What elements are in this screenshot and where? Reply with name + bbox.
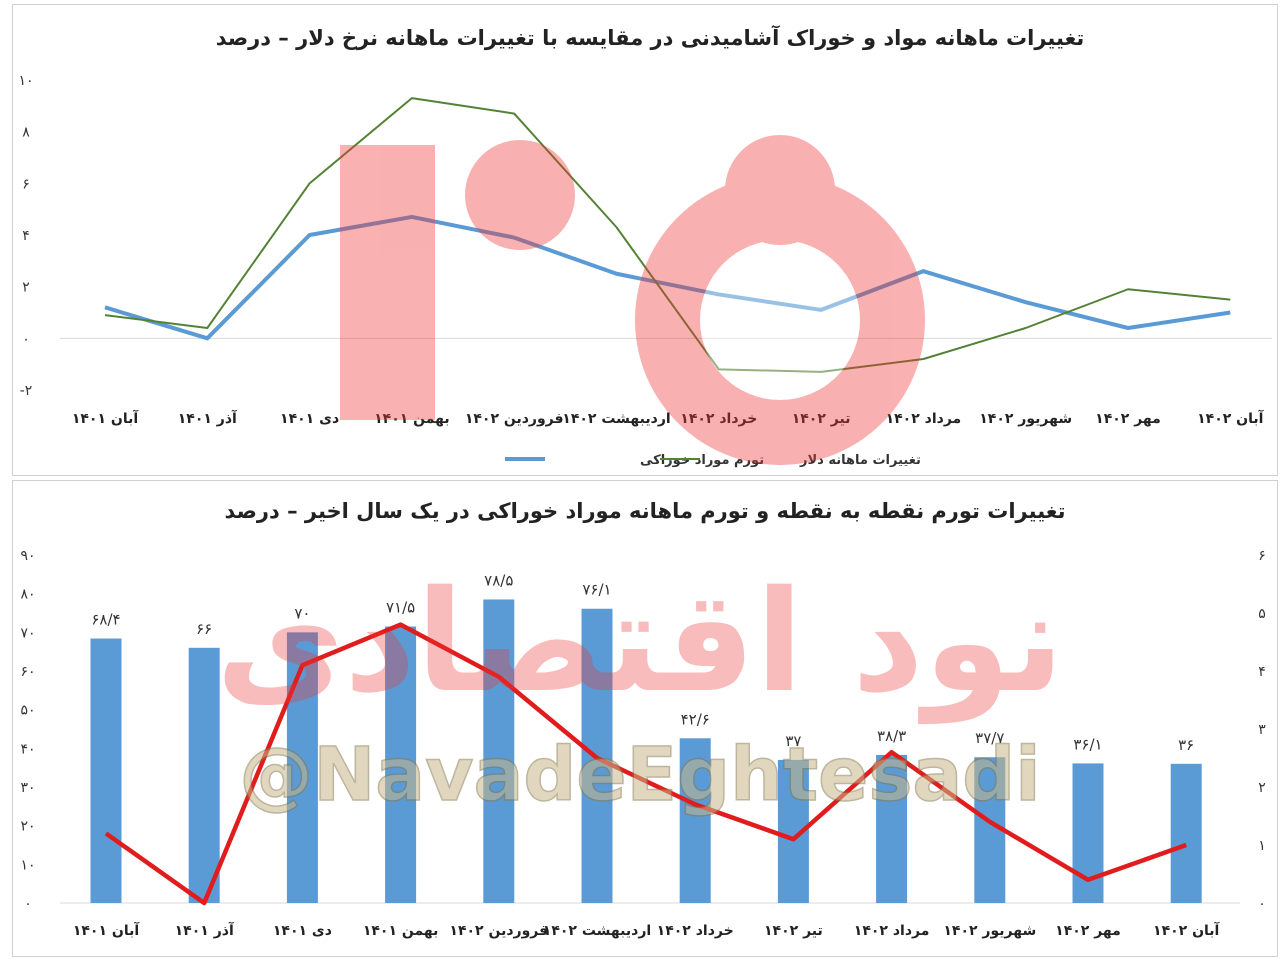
bar-label: ۳۷/۷ xyxy=(975,729,1004,747)
bar-chart-x-tick: آذر ۱۴۰۱ xyxy=(175,921,235,939)
line-chart-axes: ۱۰ ۸ ۶ ۴ ۲ ۰ -۲ آبان ۱۴۰۱ آذر ۱۴۰۱ دی ۱۴۰۱ بهمن ۱۴… xyxy=(18,73,1272,427)
bar-chart-left-tick: ۵۰ xyxy=(20,703,35,719)
line-chart-x-tick: آبان ۱۴۰۲ xyxy=(1197,409,1265,427)
line-chart: تغییرات ماهانه مواد و خوراک آشامیدنی در … xyxy=(18,25,1272,468)
bar-chart-right-tick: ۵ xyxy=(1258,606,1266,622)
line-chart-x-tick: بهمن ۱۴۰۱ xyxy=(374,411,450,427)
line-chart-legend: تورم موراد خوراکی تغییرات ماهانه دلار xyxy=(505,453,921,468)
bar-chart-left-tick: ۸۰ xyxy=(20,587,35,603)
line-chart-y-tick: ۸ xyxy=(22,125,30,141)
bar-chart-right-tick: ۳ xyxy=(1258,722,1266,738)
bar-label: ۳۶/۱ xyxy=(1073,735,1102,753)
bar-chart-right-tick: ۱ xyxy=(1258,838,1266,854)
bar-chart-x-tick: تیر ۱۴۰۲ xyxy=(764,923,823,939)
bar-label: ۶۸/۴ xyxy=(91,611,120,629)
bar-chart-x-tick: دی ۱۴۰۱ xyxy=(273,923,332,939)
bar-chart-right-tick: ۴ xyxy=(1258,664,1266,680)
bar-chart-left-tick: ۴۰ xyxy=(20,741,35,757)
bar xyxy=(188,647,220,903)
bar-label: ۷۱/۵ xyxy=(386,599,415,617)
bar-chart-x-tick: آبان ۱۴۰۲ xyxy=(1153,921,1221,939)
line-chart-x-tick: فروردین ۱۴۰۲ xyxy=(465,411,564,427)
bar xyxy=(483,599,515,903)
bar-label: ۳۸/۳ xyxy=(877,727,906,745)
bar-chart-left-tick: ۹۰ xyxy=(20,548,35,564)
bar-chart-x-tick: بهمن ۱۴۰۱ xyxy=(363,923,439,939)
line-chart-y-tick: ۱۰ xyxy=(18,73,33,89)
bar-label: ۷۸/۵ xyxy=(484,571,513,589)
bar-chart-x-tick: آبان ۱۴۰۱ xyxy=(73,921,141,939)
line-chart-x-tick: آبان ۱۴۰۱ xyxy=(72,409,140,427)
line-chart-series xyxy=(104,97,1231,373)
line-chart-y-tick: ۴ xyxy=(22,228,30,244)
bar-chart-left-tick: ۰ xyxy=(24,896,32,912)
bar-chart-x-tick: اردیبهشت ۱۴۰۲ xyxy=(543,923,651,939)
bar xyxy=(1072,763,1104,903)
line-chart-x-tick: مرداد ۱۴۰۲ xyxy=(886,411,962,427)
bar xyxy=(286,632,318,903)
legend-food-inflation: تورم موراد خوراکی xyxy=(640,453,764,468)
bar-chart-left-tick: ۶۰ xyxy=(20,664,35,680)
line-chart-y-tick: ۰ xyxy=(22,331,30,347)
bar-label: ۳۶ xyxy=(1178,736,1194,754)
bar xyxy=(385,626,417,903)
bar xyxy=(679,738,711,903)
bar-label: ۶۶ xyxy=(196,620,212,638)
bar-chart-x-tick: خرداد ۱۴۰۲ xyxy=(657,923,734,939)
bar-chart-title: تغییرات تورم نقطه به نقطه و تورم ماهانه … xyxy=(224,499,1065,523)
bar-chart-right-tick: ۲ xyxy=(1258,780,1266,796)
bar-label: ۳۷ xyxy=(785,732,801,750)
bar-chart-left-tick: ۱۰ xyxy=(20,857,35,873)
bar-chart-x-tick: مرداد ۱۴۰۲ xyxy=(854,923,930,939)
bar-label: ۷۶/۱ xyxy=(582,581,611,599)
bar-chart-left-tick: ۳۰ xyxy=(20,780,35,796)
bar-chart-left-tick: ۲۰ xyxy=(20,819,35,835)
line-chart-x-tick: دی ۱۴۰۱ xyxy=(280,411,339,427)
line-chart-x-tick: مهر ۱۴۰۲ xyxy=(1095,411,1161,427)
line-chart-x-tick: تیر ۱۴۰۲ xyxy=(792,411,851,427)
bar-chart-right-tick: ۶ xyxy=(1258,548,1266,564)
line-chart-title: تغییرات ماهانه مواد و خوراک آشامیدنی در … xyxy=(216,25,1085,50)
line-chart-y-tick: -۲ xyxy=(20,383,33,399)
bar-chart-right-tick: ۰ xyxy=(1258,896,1266,912)
bar-chart-x-tick: فروردین ۱۴۰۲ xyxy=(449,923,548,939)
bar-chart-left-tick: ۷۰ xyxy=(20,625,35,641)
line-chart-panel xyxy=(12,4,1278,476)
monthly-inflation-line xyxy=(104,622,1187,906)
bar xyxy=(876,754,908,903)
line-series-1 xyxy=(104,97,1231,373)
line-chart-x-tick: خرداد ۱۴۰۲ xyxy=(680,411,757,427)
bar-chart-line xyxy=(104,622,1187,906)
line-chart-y-tick: ۶ xyxy=(22,176,30,192)
bar xyxy=(90,638,122,903)
bar-chart-panel xyxy=(12,480,1278,957)
line-chart-x-tick: شهریور ۱۴۰۲ xyxy=(979,411,1072,427)
line-chart-y-tick: ۲ xyxy=(22,280,30,296)
bar-chart-x-tick: شهریور ۱۴۰۲ xyxy=(943,923,1036,939)
bar xyxy=(1170,763,1202,903)
bar-label: ۴۲/۶ xyxy=(681,710,710,728)
bar-chart-x-tick: مهر ۱۴۰۲ xyxy=(1055,923,1121,939)
line-chart-x-tick: آذر ۱۴۰۱ xyxy=(178,409,238,427)
bar-chart-bars: ۶۸/۴ ۶۶ ۷۰ ۷۱/۵ ۷۸/۵ ۷۶/۱ ۴۲/۶ ۳۷ ۳۸/۳ ۳۷/۷ ۳۶/۱ ۳۶ xyxy=(90,571,1202,903)
line-chart-x-tick: اردیبهشت ۱۴۰۲ xyxy=(562,411,670,427)
bar-label: ۷۰ xyxy=(294,604,310,622)
line-series-0 xyxy=(104,214,1231,341)
legend-dollar-change: تغییرات ماهانه دلار xyxy=(799,453,921,468)
